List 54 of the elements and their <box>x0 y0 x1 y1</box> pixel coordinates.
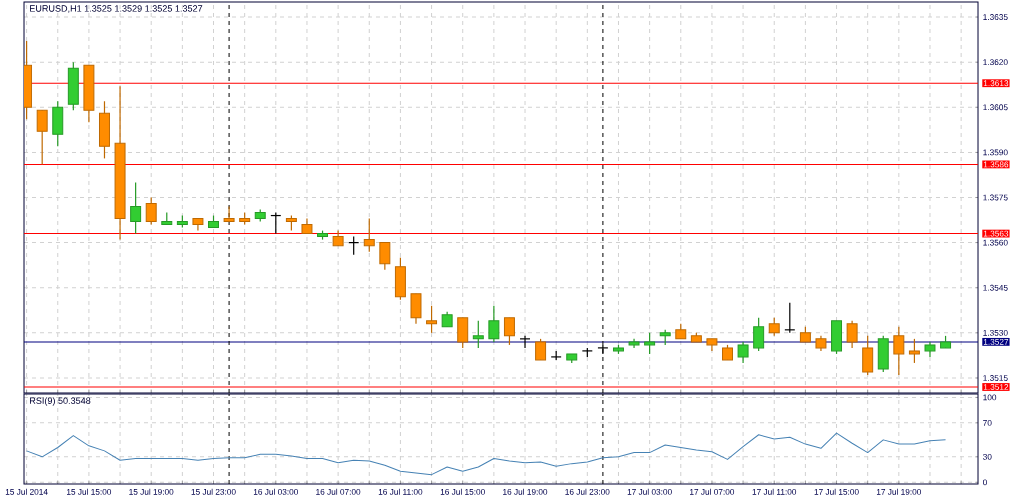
candlestick <box>145 196 157 226</box>
candlestick <box>753 317 765 352</box>
y-tick-label: 1.3560 <box>983 239 1008 246</box>
x-tick-label: 16 Jul 07:00 <box>316 488 361 495</box>
candlestick <box>893 326 905 376</box>
x-tick-label: 17 Jul 07:00 <box>690 488 735 495</box>
candlestick <box>737 341 749 364</box>
candlestick <box>488 305 500 343</box>
y-tick-label: 1.3590 <box>983 149 1008 156</box>
ref-line-label: 1.3613 <box>983 80 1009 87</box>
y-tick-label: 1.3530 <box>983 329 1008 336</box>
candlestick <box>519 335 531 349</box>
candlestick <box>379 242 391 271</box>
x-tick-label: 15 Jul 2014 <box>5 488 48 495</box>
x-tick-label: 15 Jul 23:00 <box>191 488 236 495</box>
y-tick-label: 1.3545 <box>983 284 1008 291</box>
candlestick <box>644 332 656 355</box>
y-tick-label: 1.3620 <box>983 59 1008 66</box>
ref-line-label: 1.3512 <box>983 384 1009 390</box>
x-tick-label: 17 Jul 03:00 <box>627 488 672 495</box>
x-tick-label: 16 Jul 11:00 <box>378 488 423 495</box>
candlestick <box>363 217 375 253</box>
y-tick-label: 1.3515 <box>983 375 1008 381</box>
ref-line-label: 1.3586 <box>983 161 1009 168</box>
x-tick-label: 16 Jul 23:00 <box>565 488 610 495</box>
ref-line-label: 1.3563 <box>983 230 1009 237</box>
ref-line-label: 1.3527 <box>983 338 1009 345</box>
x-tick-label: 16 Jul 15:00 <box>440 488 485 495</box>
candlestick <box>846 320 858 349</box>
candlestick <box>908 338 920 364</box>
candlestick <box>535 338 547 361</box>
x-tick-label: 17 Jul 19:00 <box>876 488 922 495</box>
x-tick-label: 16 Jul 03:00 <box>253 488 298 495</box>
x-tick-label: 15 Jul 19:00 <box>129 488 174 495</box>
x-tick-label: 16 Jul 19:00 <box>503 488 548 495</box>
candlestick <box>36 109 48 166</box>
y-tick-label: 1.3635 <box>983 14 1008 20</box>
x-tick-label: 17 Jul 11:00 <box>752 488 797 495</box>
y-tick-label: 70 <box>983 419 992 426</box>
y-tick-label: 1.3605 <box>983 104 1008 111</box>
y-tick-label: 100 <box>983 394 997 401</box>
chart-title: EURUSD,H1 1.3525 1.3529 1.3525 1.3527 <box>30 5 203 13</box>
candlestick <box>426 305 438 334</box>
candlestick <box>223 205 235 223</box>
y-tick-label: 0 <box>983 479 987 486</box>
candlestick <box>503 317 515 346</box>
chart-title: RSI(9) 50.3548 <box>30 397 91 406</box>
candlestick <box>472 320 484 349</box>
x-tick-label: 17 Jul 15:00 <box>814 488 859 495</box>
candlestick <box>768 317 780 337</box>
y-tick-label: 30 <box>983 453 992 460</box>
candlestick <box>130 181 142 235</box>
x-tick-label: 15 Jul 15:00 <box>67 488 112 495</box>
y-tick-label: 1.3575 <box>983 194 1008 201</box>
